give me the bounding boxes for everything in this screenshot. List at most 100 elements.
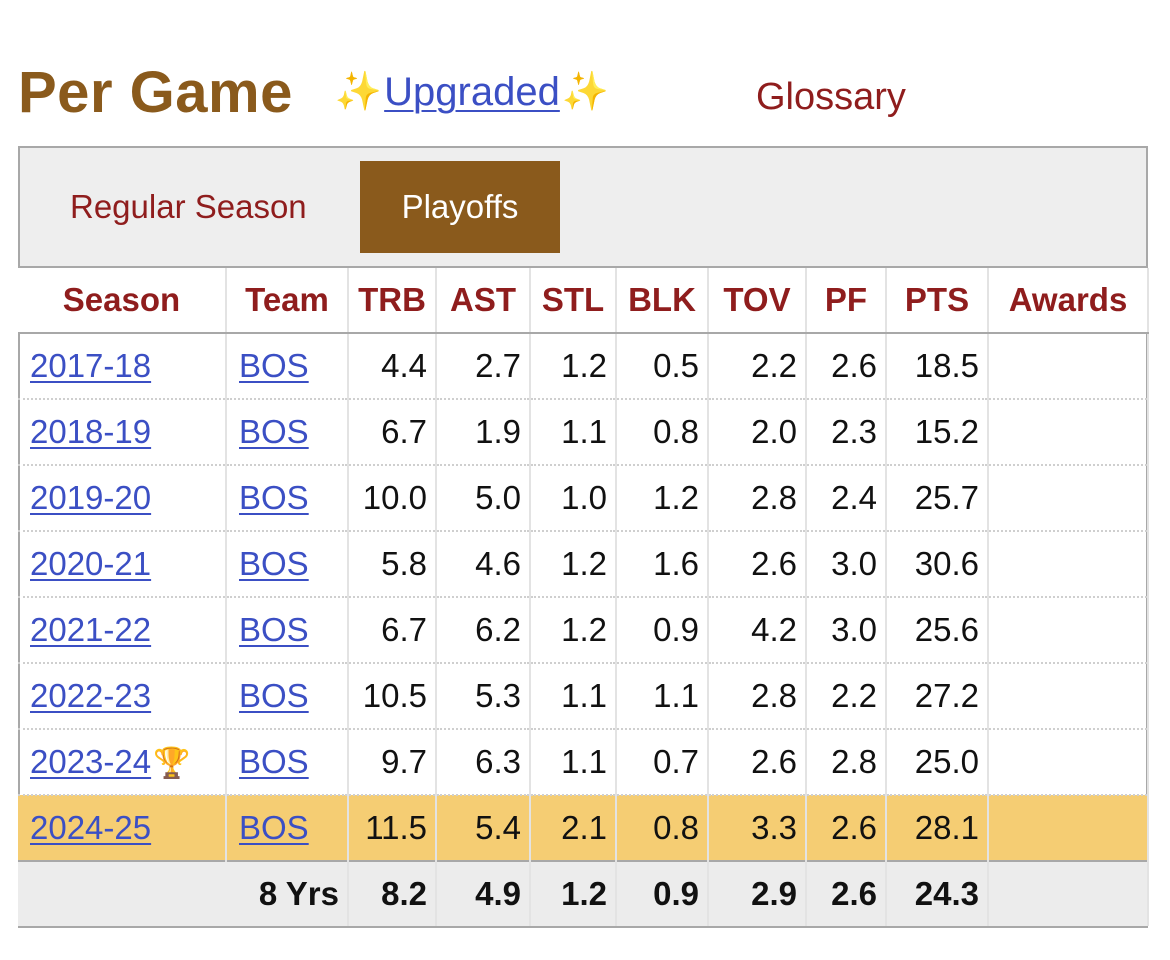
team-link[interactable]: BOS [239, 611, 309, 648]
blk-cell: 0.8 [616, 795, 709, 862]
season-link[interactable]: 2021-22 [30, 611, 152, 648]
tov-cell: 3.3 [708, 795, 807, 862]
awards-cell [988, 333, 1149, 400]
season-link[interactable]: 2018-19 [30, 413, 152, 450]
total-stl-cell: 1.2 [530, 860, 617, 926]
tov-cell: 2.8 [708, 663, 807, 730]
season-cell: 2017-18 [18, 333, 227, 400]
trb-cell: 11.5 [347, 795, 437, 862]
season-cell: 2019-20 [18, 465, 227, 532]
season-link[interactable]: 2024-25 [30, 809, 152, 846]
pts-cell: 25.6 [886, 597, 989, 664]
sparkle-icon: ✨ [561, 71, 610, 113]
blk-cell: 1.6 [616, 531, 709, 598]
column-header-blk[interactable]: BLK [616, 268, 709, 334]
blk-cell: 1.1 [616, 663, 709, 730]
team-link[interactable]: BOS [239, 743, 309, 780]
total-awards-cell [988, 860, 1149, 926]
team-link[interactable]: BOS [239, 545, 309, 582]
pts-cell: 18.5 [886, 333, 989, 400]
tab-regular-season[interactable]: Regular Season [70, 188, 307, 225]
ast-cell: 1.9 [436, 399, 531, 466]
pts-cell: 30.6 [886, 531, 989, 598]
pf-cell: 2.6 [806, 333, 887, 400]
column-header-pf[interactable]: PF [806, 268, 887, 334]
table-row: 2020-21 BOS 5.8 4.6 1.2 1.6 2.6 3.0 30.6 [18, 531, 1149, 598]
trb-cell: 5.8 [347, 531, 437, 598]
page-title: Per Game [18, 59, 293, 125]
ast-cell: 6.2 [436, 597, 531, 664]
awards-cell [988, 465, 1149, 532]
trb-cell: 10.0 [347, 465, 437, 532]
trophy-icon: 🏆 [153, 747, 191, 780]
ast-cell: 5.4 [436, 795, 531, 862]
total-ast-cell: 4.9 [436, 860, 531, 926]
team-link[interactable]: BOS [239, 479, 309, 516]
pts-cell: 28.1 [886, 795, 989, 862]
tab-playoffs[interactable]: Playoffs [360, 161, 560, 253]
team-cell: BOS [226, 399, 349, 466]
team-link[interactable]: BOS [239, 809, 309, 846]
team-cell: BOS [226, 597, 349, 664]
stl-cell: 1.2 [530, 531, 617, 598]
ast-cell: 5.0 [436, 465, 531, 532]
table-row: 2018-19 BOS 6.7 1.9 1.1 0.8 2.0 2.3 15.2 [18, 399, 1149, 466]
blk-cell: 0.8 [616, 399, 709, 466]
pf-cell: 2.4 [806, 465, 887, 532]
season-cell: 2021-22 [18, 597, 227, 664]
trb-cell: 6.7 [347, 399, 437, 466]
stl-cell: 1.1 [530, 729, 617, 796]
tov-cell: 2.2 [708, 333, 807, 400]
team-link[interactable]: BOS [239, 413, 309, 450]
stl-cell: 2.1 [530, 795, 617, 862]
column-header-pts[interactable]: PTS [886, 268, 989, 334]
table-row: 2022-23 BOS 10.5 5.3 1.1 1.1 2.8 2.2 27.2 [18, 663, 1149, 730]
trb-cell: 6.7 [347, 597, 437, 664]
column-header-team[interactable]: Team [226, 268, 349, 334]
sparkle-icon: ✨ [334, 71, 383, 113]
ast-cell: 6.3 [436, 729, 531, 796]
season-link[interactable]: 2022-23 [30, 677, 152, 714]
tov-cell: 2.8 [708, 465, 807, 532]
pf-cell: 2.6 [806, 795, 887, 862]
trb-cell: 4.4 [347, 333, 437, 400]
table-row: 2021-22 BOS 6.7 6.2 1.2 0.9 4.2 3.0 25.6 [18, 597, 1149, 664]
ast-cell: 5.3 [436, 663, 531, 730]
ast-cell: 2.7 [436, 333, 531, 400]
pf-cell: 2.8 [806, 729, 887, 796]
team-cell: BOS [226, 795, 349, 862]
glossary-link[interactable]: Glossary [756, 76, 906, 118]
season-cell: 2024-25 [18, 795, 227, 862]
team-cell: BOS [226, 663, 349, 730]
team-link[interactable]: BOS [239, 677, 309, 714]
pf-cell: 2.2 [806, 663, 887, 730]
upgraded-link[interactable]: Upgraded [384, 69, 560, 114]
blk-cell: 1.2 [616, 465, 709, 532]
table-row: 2024-25 BOS 11.5 5.4 2.1 0.8 3.3 2.6 28.1 [18, 795, 1149, 862]
season-link[interactable]: 2023-24 [30, 743, 152, 780]
column-header-season[interactable]: Season [18, 268, 227, 334]
stats-table-box: Regular Season Playoffs Season Team TRB AST… [18, 146, 1149, 928]
awards-cell [988, 399, 1149, 466]
team-link[interactable]: BOS [239, 347, 309, 384]
table-header-row: Season Team TRB AST STL BLK TOV PF PTS Awards [18, 268, 1149, 334]
season-cell: 2020-21 [18, 531, 227, 598]
column-header-tov[interactable]: TOV [708, 268, 807, 334]
column-header-trb[interactable]: TRB [347, 268, 437, 334]
season-link[interactable]: 2020-21 [30, 545, 152, 582]
column-header-ast[interactable]: AST [436, 268, 531, 334]
awards-cell [988, 597, 1149, 664]
awards-cell [988, 729, 1149, 796]
season-link[interactable]: 2017-18 [30, 347, 152, 384]
season-link[interactable]: 2019-20 [30, 479, 152, 516]
season-cell: 2023-24🏆 [18, 729, 227, 796]
upgraded-link-group[interactable]: ✨ Upgraded ✨ [335, 70, 609, 115]
stl-cell: 1.1 [530, 663, 617, 730]
blk-cell: 0.9 [616, 597, 709, 664]
total-tov-cell: 2.9 [708, 860, 807, 926]
season-cell: 2018-19 [18, 399, 227, 466]
column-header-stl[interactable]: STL [530, 268, 617, 334]
column-header-awards[interactable]: Awards [988, 268, 1149, 334]
team-cell: BOS [226, 465, 349, 532]
total-pf-cell: 2.6 [806, 860, 887, 926]
